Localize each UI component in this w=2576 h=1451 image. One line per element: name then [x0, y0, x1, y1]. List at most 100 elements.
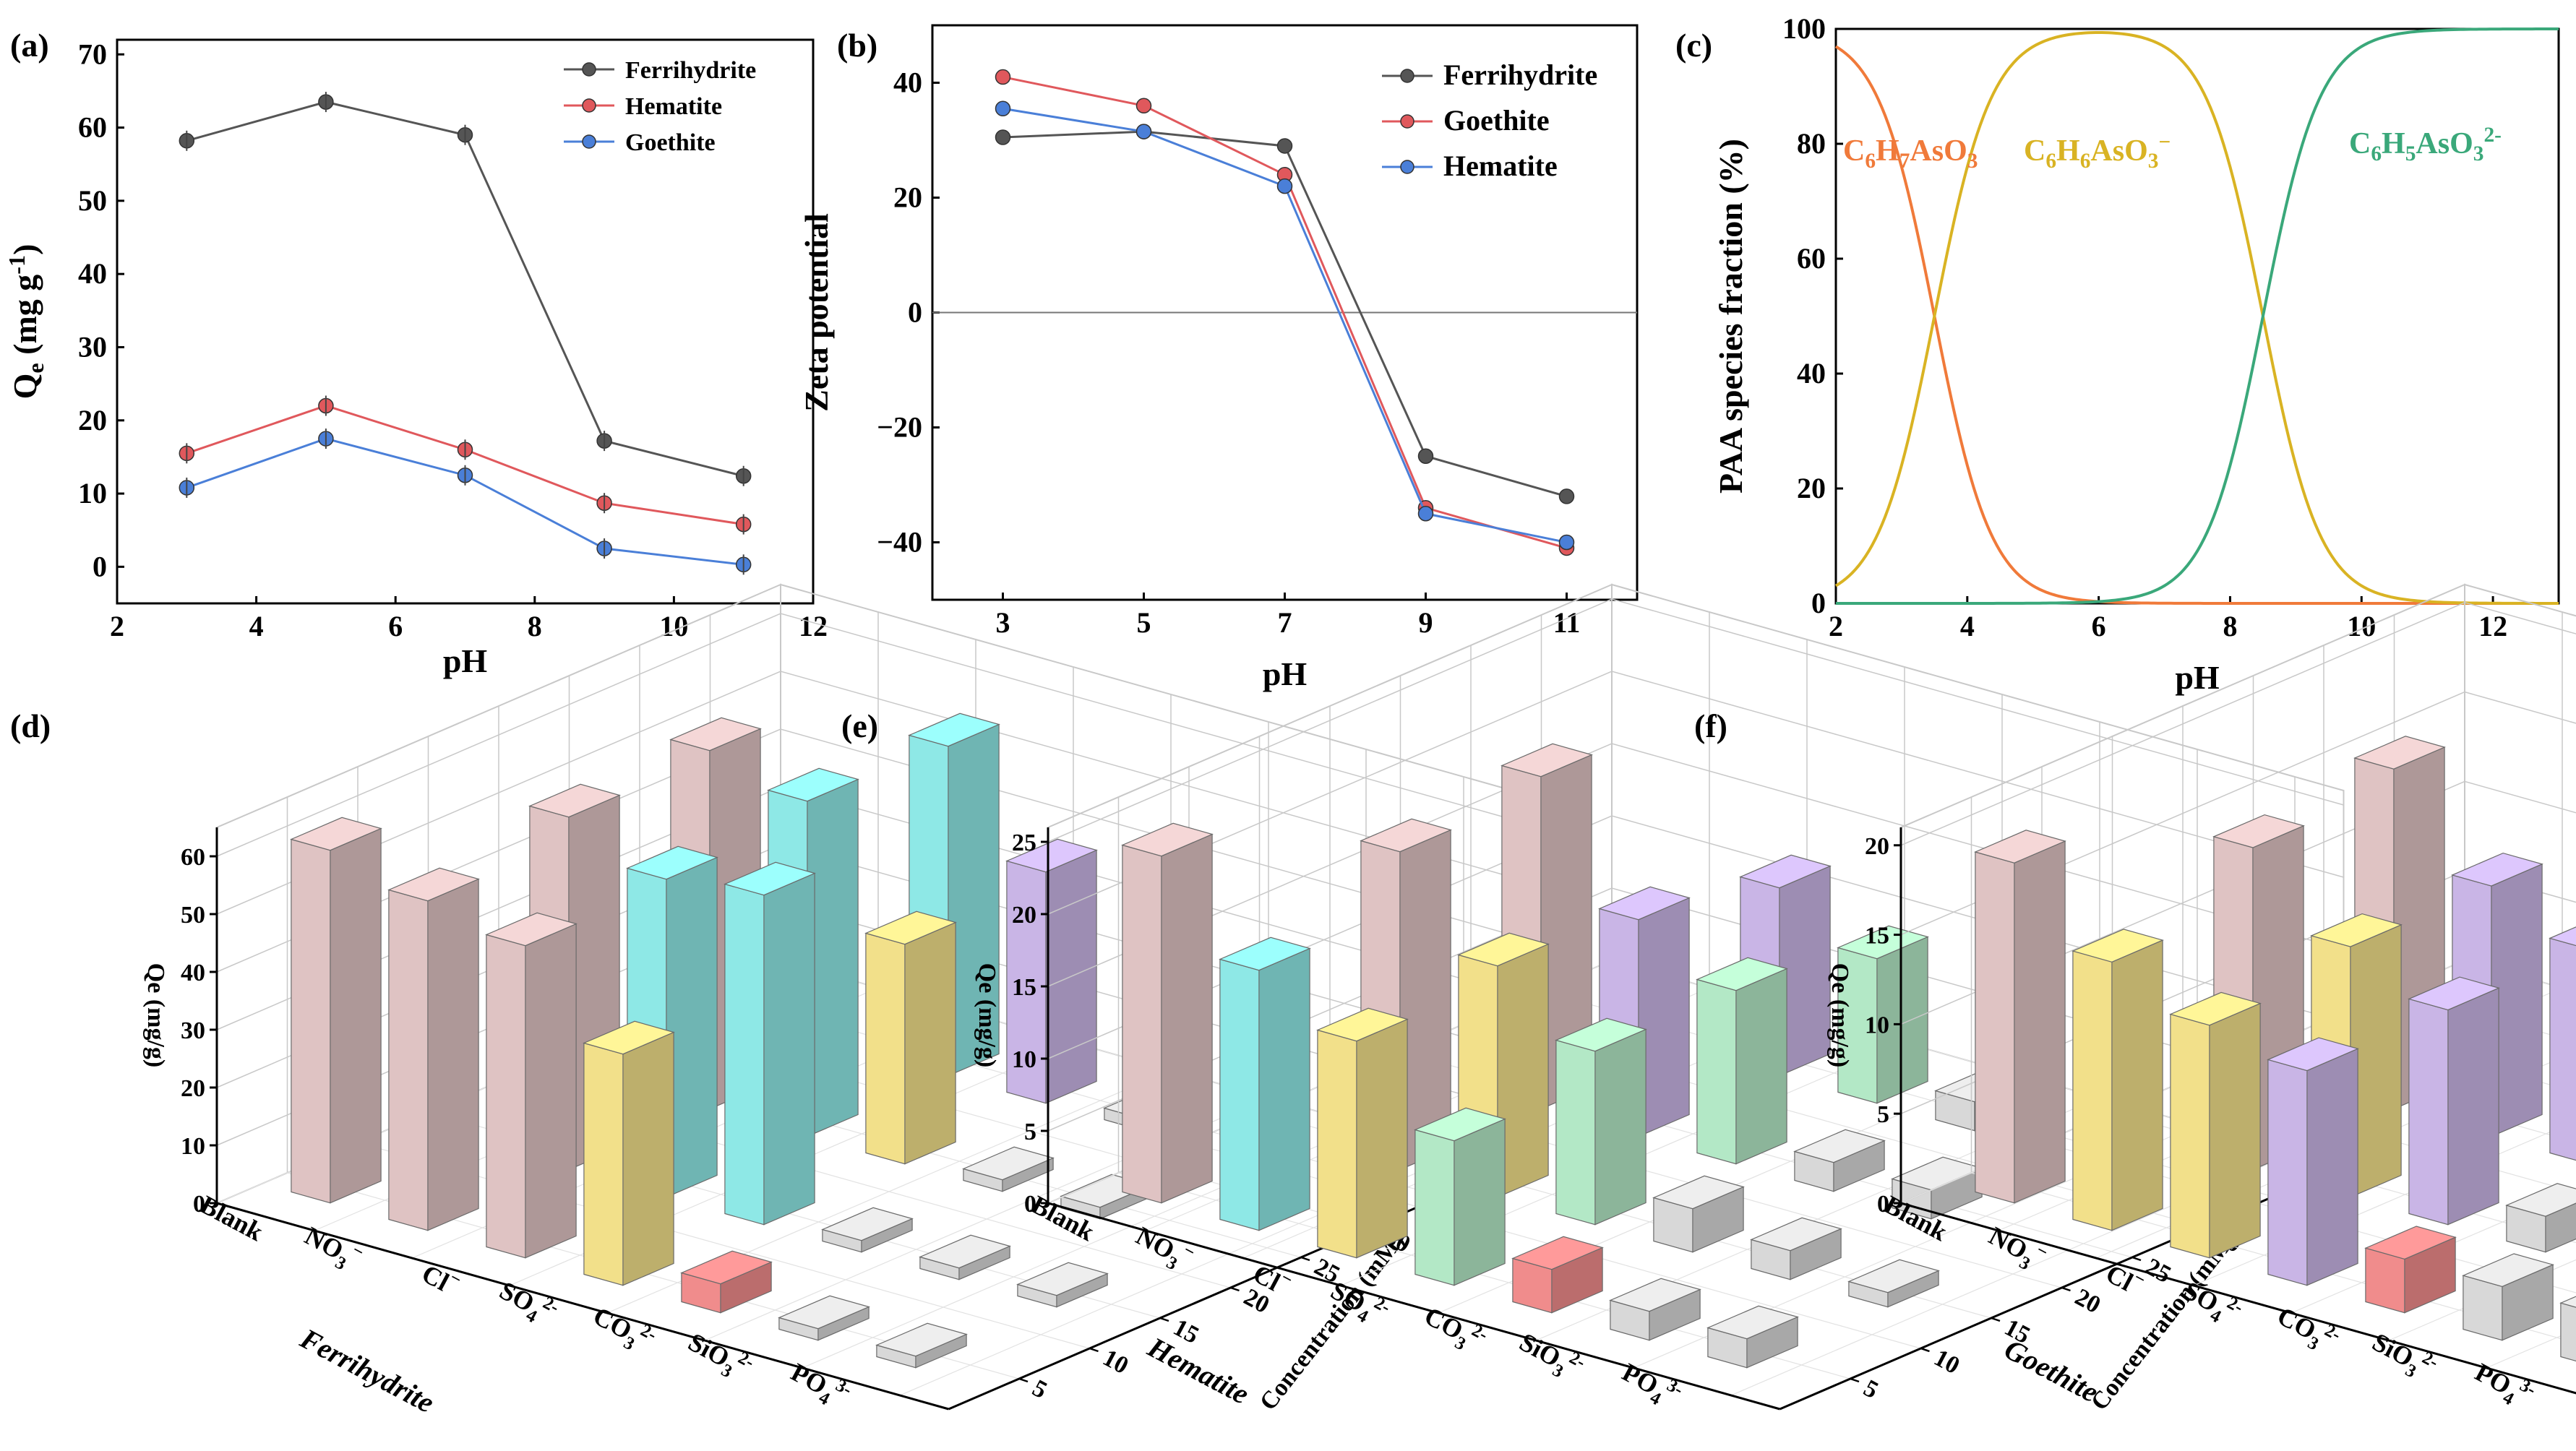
bar-front-face [2408, 998, 2449, 1226]
bar-side-face [525, 923, 577, 1259]
data-point [1135, 124, 1152, 139]
bar-front-face [388, 889, 429, 1231]
species-label: C6H5AsO32- [2349, 124, 2502, 165]
panel-label: (d) [10, 707, 51, 744]
text-part: ) [7, 244, 43, 255]
conc-tick [1991, 1317, 2001, 1322]
z-tick-label: 25 [1012, 830, 1036, 856]
bar-top-face [583, 1020, 675, 1055]
text-part: 3 [2473, 142, 2484, 165]
z-tick-label: 10 [1012, 1046, 1036, 1073]
category-label: PO43- [1615, 1354, 1686, 1416]
text-part: 5 [2405, 142, 2416, 165]
text-part: Cl [2101, 1259, 2138, 1296]
y-axis-label: Qe (mg g-1) [4, 244, 48, 400]
x-tick-label: 7 [1278, 606, 1292, 639]
bar-no3-5mM [1219, 937, 1311, 1231]
bar-top-face [1750, 1217, 1842, 1252]
bar-top-face [2267, 1037, 2359, 1072]
text-part: 2- [540, 1293, 562, 1317]
z-axis-label: Qe (mg/g) [974, 963, 1000, 1067]
bar-no3-5mM [387, 867, 480, 1231]
plot-frame [1834, 27, 2560, 605]
conc-tick [1018, 1377, 1029, 1383]
category-label: NO3− [1982, 1218, 2051, 1279]
category-axis [1047, 1202, 1780, 1411]
bar-top-face [1847, 1259, 1940, 1293]
x-axis-label: pH [1263, 655, 1308, 692]
y-tick-label: 40 [893, 66, 922, 99]
bar-side-face [2111, 939, 2163, 1231]
bar-po43-5mM [875, 1322, 968, 1369]
text-part: 6 [2371, 142, 2382, 165]
bar-top-face [2364, 1226, 2457, 1260]
bar-side-face [1735, 968, 1787, 1165]
conc-tick [1300, 1256, 1310, 1262]
y-axis-label: Zeta potential [798, 213, 835, 412]
legend-label: Ferrihydrite [625, 57, 756, 84]
category-label: SO42- [492, 1273, 562, 1334]
y-tick-label: 60 [78, 111, 107, 144]
category-axis [1900, 1202, 2576, 1395]
bar-top-face [821, 1207, 914, 1241]
bar-front-face [1219, 958, 1260, 1231]
text-part: AsO [2090, 134, 2147, 168]
conc-tick [1089, 1347, 1099, 1353]
y-tick-label: 80 [1797, 127, 1826, 160]
panel-label: (a) [10, 27, 49, 64]
bar-top-face [1511, 1236, 1604, 1270]
species-curve [1836, 27, 2559, 605]
bar-co32-25mM [1793, 1129, 1886, 1192]
bar-top-face [1457, 932, 1550, 967]
z-tick-label: 5 [1877, 1101, 1889, 1128]
bar-front-face [2072, 950, 2113, 1231]
z-tick-label: 50 [181, 902, 205, 929]
x-tick-label: 12 [2478, 610, 2507, 642]
bar-top-face [1837, 925, 1929, 960]
conc-tick [1920, 1347, 1930, 1353]
z-tick-label: 40 [181, 960, 205, 986]
bar-no3-5mM [2071, 929, 2164, 1231]
bar-front-face [1975, 851, 2015, 1204]
bar-so42-25mM [864, 910, 957, 1165]
x-tick-label: 4 [249, 610, 264, 642]
bar-top-face [2169, 991, 2262, 1026]
chart-c: 2 4 6 8 10 12 0 20 40 60 80 100 pH PAA species fracti… [1675, 12, 2560, 696]
y-tick-label: 40 [78, 257, 107, 290]
text-part: Q [7, 374, 43, 400]
bar-top-face [1121, 822, 1214, 857]
z-tick-label: 60 [181, 844, 205, 871]
floor-grid-line [357, 1142, 1090, 1349]
y-tick-label: 60 [1797, 242, 1826, 275]
bar-side-face [1356, 1018, 1408, 1259]
bar-side-face [1454, 1118, 1506, 1286]
legend-marker [1400, 160, 1414, 174]
z-tick-label: 10 [1865, 1012, 1889, 1038]
bar-so42-25mM [2549, 926, 2576, 1161]
bar-top-face [1414, 1107, 1506, 1142]
text-part: 3- [1664, 1375, 1686, 1400]
conc-tick-label: 10 [1930, 1344, 1964, 1379]
plot-frame [116, 38, 815, 605]
bar-front-face [1555, 1039, 1596, 1226]
x-tick-label: 8 [528, 610, 542, 642]
text-part: Cl [417, 1259, 454, 1296]
bar-side-face [1161, 833, 1213, 1204]
bar-so42-35mM [1837, 925, 1929, 1104]
x-tick-label: 12 [799, 610, 828, 642]
bar-top-face [1500, 743, 1593, 778]
bar-front-face [291, 838, 331, 1204]
z-tick-label: 10 [181, 1133, 205, 1160]
conc-tick [1159, 1317, 1169, 1322]
x-tick-label: 2 [1829, 610, 1843, 642]
bar-so42-5mM [2267, 1037, 2359, 1286]
bar-front-face [865, 932, 906, 1165]
z-tick-label: 0 [1877, 1191, 1889, 1218]
bar-front-face [583, 1042, 624, 1286]
mineral-label: Ferrihydrite [295, 1322, 440, 1419]
z-tick-label: 5 [1024, 1119, 1036, 1145]
bar-top-face [1609, 1278, 1701, 1312]
bar-top-face [919, 1234, 1011, 1269]
text-part: 2- [2419, 1348, 2442, 1372]
y-tick-label: 50 [78, 184, 107, 217]
